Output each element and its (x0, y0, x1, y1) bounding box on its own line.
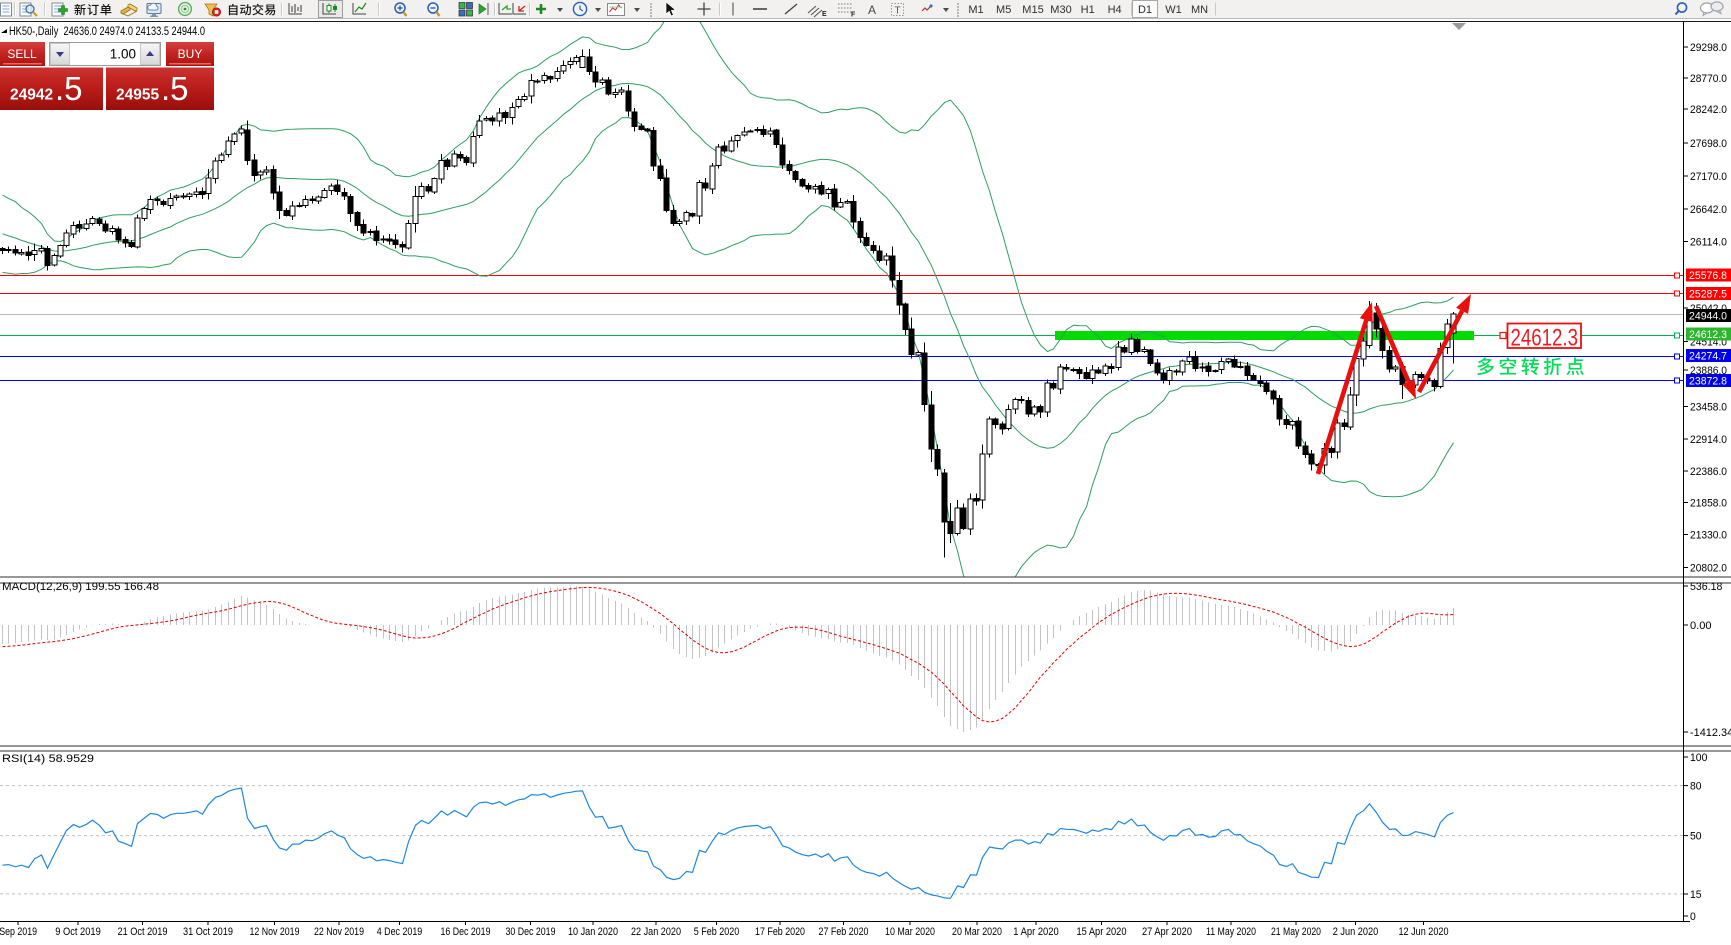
svg-text:M1: M1 (968, 4, 983, 16)
svg-text:M15: M15 (1022, 4, 1043, 16)
svg-text:24612.3: 24612.3 (1689, 329, 1727, 341)
svg-text:M5: M5 (996, 4, 1011, 16)
svg-text:10 Jan 2020: 10 Jan 2020 (568, 926, 618, 938)
svg-text:HK50-,Daily 24636.0 24974.0 2: HK50-,Daily 24636.0 24974.0 24133.5 2494… (9, 26, 205, 38)
svg-text:0: 0 (1690, 911, 1696, 923)
svg-text:0.00: 0.00 (1690, 620, 1712, 632)
svg-text:24612.3: 24612.3 (1511, 325, 1579, 352)
svg-text:12 Jun 2020: 12 Jun 2020 (1399, 926, 1449, 938)
svg-text:23458.0: 23458.0 (1690, 402, 1727, 414)
svg-text:31 Oct 2019: 31 Oct 2019 (183, 926, 233, 938)
svg-text:26114.0: 26114.0 (1690, 237, 1727, 249)
svg-text:29298.0: 29298.0 (1690, 42, 1727, 54)
svg-text:.5: .5 (161, 70, 189, 107)
svg-text:21858.0: 21858.0 (1690, 498, 1727, 510)
svg-text:20 Mar 2020: 20 Mar 2020 (952, 926, 1002, 938)
svg-text:16 Dec 2019: 16 Dec 2019 (441, 926, 491, 938)
svg-text:5 Feb 2020: 5 Feb 2020 (694, 926, 740, 938)
svg-text:.5: .5 (55, 70, 83, 107)
svg-text:30 Dec 2019: 30 Dec 2019 (506, 926, 556, 938)
svg-text:80: 80 (1690, 781, 1702, 793)
svg-text:23872.8: 23872.8 (1689, 376, 1727, 388)
svg-text:10 Mar 2020: 10 Mar 2020 (885, 926, 935, 938)
svg-text:24942: 24942 (10, 87, 53, 104)
svg-text:1.00: 1.00 (110, 47, 136, 62)
svg-text:9 Oct 2019: 9 Oct 2019 (55, 926, 101, 938)
svg-text:27 Feb 2020: 27 Feb 2020 (819, 926, 869, 938)
svg-text:11 May 2020: 11 May 2020 (1206, 926, 1256, 938)
svg-text:BUY: BUY (178, 47, 203, 61)
svg-text:27698.0: 27698.0 (1690, 138, 1727, 150)
svg-text:24944.0: 24944.0 (1689, 311, 1727, 323)
svg-text:2 Jun 2020: 2 Jun 2020 (1333, 926, 1379, 938)
svg-text:15: 15 (1690, 889, 1702, 901)
svg-text:W1: W1 (1165, 4, 1182, 16)
svg-text:H4: H4 (1108, 4, 1122, 16)
svg-text:20802.0: 20802.0 (1690, 563, 1727, 575)
svg-text:26642.0: 26642.0 (1690, 204, 1727, 216)
svg-text:15 Apr 2020: 15 Apr 2020 (1077, 926, 1127, 938)
svg-text:22386.0: 22386.0 (1690, 466, 1727, 478)
svg-text:26 Sep 2019: 26 Sep 2019 (0, 926, 37, 938)
svg-text:-1412.34: -1412.34 (1690, 727, 1731, 739)
svg-text:4 Dec 2019: 4 Dec 2019 (377, 926, 423, 938)
svg-text:E: E (822, 11, 827, 18)
svg-text:17 Feb 2020: 17 Feb 2020 (755, 926, 805, 938)
svg-text:A: A (868, 3, 876, 17)
svg-text:25576.8: 25576.8 (1689, 270, 1727, 282)
svg-text:MACD(12,26,9) 199.55 166.48: MACD(12,26,9) 199.55 166.48 (2, 581, 159, 593)
svg-text:22914.0: 22914.0 (1690, 434, 1727, 446)
svg-text:21 May 2020: 21 May 2020 (1271, 926, 1321, 938)
svg-text:12 Nov 2019: 12 Nov 2019 (250, 926, 300, 938)
svg-text:SELL: SELL (7, 47, 37, 61)
svg-text:MN: MN (1191, 4, 1208, 16)
svg-text:536.18: 536.18 (1690, 581, 1722, 593)
svg-text:H1: H1 (1081, 4, 1095, 16)
svg-text:27 Apr 2020: 27 Apr 2020 (1142, 926, 1192, 938)
svg-text:25287.5: 25287.5 (1689, 289, 1727, 301)
svg-text:22 Nov 2019: 22 Nov 2019 (314, 926, 364, 938)
svg-text:28242.0: 28242.0 (1690, 104, 1727, 116)
svg-text:RSI(14) 58.9529: RSI(14) 58.9529 (2, 753, 94, 765)
svg-text:28770.0: 28770.0 (1690, 73, 1727, 85)
svg-text:T: T (895, 6, 901, 17)
svg-text:1 Apr 2020: 1 Apr 2020 (1013, 926, 1059, 938)
svg-text:M30: M30 (1050, 4, 1071, 16)
svg-text:F: F (851, 12, 856, 19)
svg-text:D1: D1 (1138, 4, 1152, 16)
svg-text:24274.7: 24274.7 (1689, 351, 1727, 363)
svg-text:27170.0: 27170.0 (1690, 171, 1727, 183)
svg-text:21 Oct 2019: 21 Oct 2019 (118, 926, 168, 938)
svg-text:50: 50 (1690, 831, 1702, 843)
svg-text:21330.0: 21330.0 (1690, 530, 1727, 542)
svg-text:100: 100 (1690, 752, 1707, 764)
svg-text:24955: 24955 (116, 87, 159, 104)
svg-text:22 Jan 2020: 22 Jan 2020 (631, 926, 681, 938)
